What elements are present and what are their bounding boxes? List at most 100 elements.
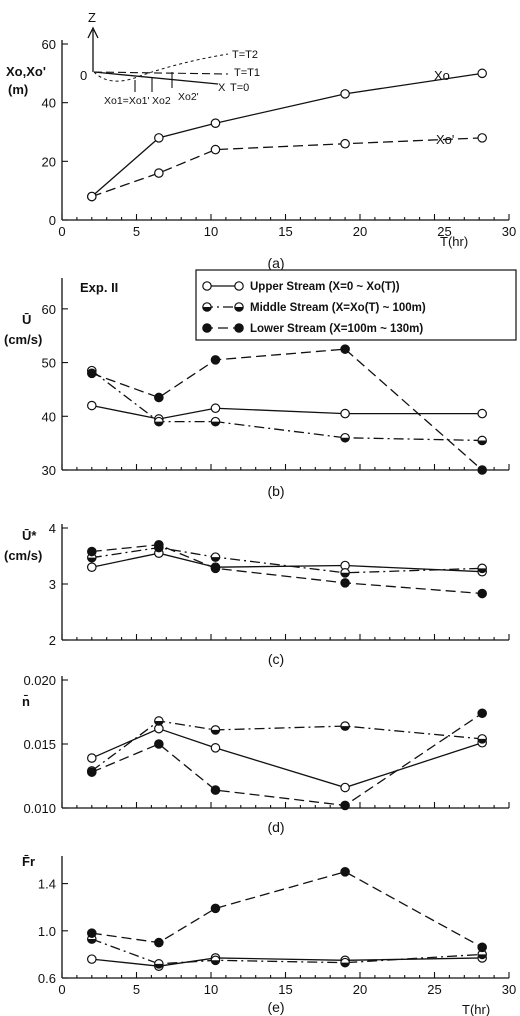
panel-a-series-1-point-3-shape [340, 138, 350, 149]
panel-b-series-0-point-3 [340, 408, 350, 419]
panel-c-ytick-label-0: 2 [49, 633, 56, 648]
panel-b-series-2-point-4 [477, 465, 487, 475]
inset-curve-label-t2: T=T2 [232, 49, 258, 61]
panel-b: Ū (cm/s) Exp. II (b) Upper Stream (X=0 ~… [4, 269, 517, 499]
panel-c-series-2-point-0-shape [87, 546, 97, 557]
panel-b-series-2-point-2-shape [210, 355, 221, 365]
legend-marker-right-2 [234, 323, 244, 333]
panel-e-series-2-point-0-shape [87, 928, 97, 938]
panel-a-xtick-label-25: 25 [437, 224, 451, 239]
panel-d-series-0-point-3-shape [340, 782, 350, 793]
panel-e-xtick-label-2: 10 [204, 982, 218, 997]
panel-a-caption: (a) [267, 255, 284, 271]
panel-c-series-2-point-1 [154, 539, 164, 550]
panel-a-series-1-point-1-shape [154, 168, 164, 178]
panel-d-series-2-point-0 [87, 767, 97, 777]
inset-point-xo1: Xo1=Xo1' [104, 95, 150, 107]
panel-c-series-0-point-0 [87, 562, 97, 573]
panel-c-series-2-point-2-shape [210, 563, 221, 574]
panel-c: Ū* (cm/s) (c) 2 3 4 [4, 521, 510, 667]
panel-d-series-0-point-2-shape [210, 743, 221, 753]
panel-b-series-2-point-4-shape [477, 465, 487, 475]
panel-e-xtick-label-4: 20 [353, 982, 367, 997]
panel-b-title: Exp. II [80, 280, 118, 295]
panel-b-series-1-point-3 [340, 432, 350, 443]
panel-b-caption: (b) [267, 483, 284, 499]
panel-d-series-1-point-1 [154, 716, 164, 726]
panel-b-ytick-label-3: 60 [42, 302, 56, 317]
panel-e-series-1-point-4 [477, 949, 487, 960]
panel-e-series-2-point-1 [154, 937, 164, 948]
legend-marker-left-2-shape [202, 323, 212, 333]
panel-c-series-1-point-3-fill [340, 572, 350, 577]
panel-b-ylabel: Ū [22, 312, 31, 327]
inset-curve-t1 [93, 71, 229, 75]
panel-e: F̄r (e) T(hr) 0 5 10 15 20 25 30 0.6 1.0 1.4 [22, 854, 516, 1016]
panel-e-series-1-point-3 [340, 957, 350, 968]
panel-b-series-1-point-1 [154, 416, 164, 427]
panel-e-series-2-point-3-shape [340, 866, 350, 877]
panel-d-series-2-point-2-shape [210, 785, 221, 795]
panel-e-xtick-label-1: 5 [133, 982, 140, 997]
panel-e-ytick-label-0: 0.6 [38, 971, 56, 986]
panel-e-series-2-point-2 [210, 903, 221, 914]
panel-e-ylabel: F̄r [22, 854, 35, 869]
legend-marker-right-0-shape [234, 281, 244, 291]
panel-d-series-1-point-4-fill [477, 738, 487, 744]
panel-b-series-0-point-2 [210, 403, 221, 414]
panel-c-ytick-label-1: 3 [49, 577, 56, 592]
panel-a-series-1-point-1 [154, 168, 164, 178]
panel-d-series-2-point-4-shape [477, 708, 487, 719]
panel-e-series-1-point-2 [210, 955, 221, 966]
panel-e-series-0-line [91, 957, 483, 967]
panel-a-series-0-point-3 [340, 89, 350, 99]
panel-b-yunit: (cm/s) [4, 332, 42, 347]
panel-c-series-1-point-4 [477, 563, 487, 574]
panel-c-ytick-label-2: 4 [49, 521, 56, 536]
panel-a-series-1-point-2-shape [210, 144, 221, 155]
panel-d-series-2-point-2 [210, 785, 221, 795]
panel-b-series-2-line [91, 348, 483, 471]
legend-label-1: Middle Stream (X=Xo(T) ~ 100m) [250, 302, 426, 314]
panel-b-series-1-line [91, 370, 483, 442]
panel-c-series-2-point-1-shape [154, 539, 164, 550]
panel-b-series-2-point-3-shape [340, 344, 350, 354]
panel-b-series-0-line [91, 404, 483, 420]
panel-c-series-2-point-2 [210, 563, 221, 574]
panel-d-ytick-label-0: 0.010 [23, 801, 56, 816]
panel-e-series-1-point-1 [154, 959, 164, 969]
panel-a-xtick-label-2: 10 [204, 224, 218, 239]
panel-d-series-0-point-3 [340, 782, 350, 793]
panel-d-series-1-line [91, 720, 483, 772]
legend-marker-right-0 [234, 281, 244, 291]
panel-a-series-1-point-0-shape [87, 191, 97, 202]
panel-d-ylabel: n̄ [22, 694, 30, 709]
panel-c-series-1-point-4-fill [477, 568, 487, 573]
inset-point-x: X [218, 82, 226, 94]
inset-curve-label-t0: T=0 [230, 82, 249, 94]
panel-b-series-1-point-4-fill [477, 440, 487, 445]
panel-c-series-1-point-0-fill [87, 557, 96, 562]
panel-e-series-1-line [91, 938, 483, 965]
panel-d-series-1-point-1-fill [154, 720, 164, 726]
panel-d-series-1-point-3 [340, 721, 350, 731]
panel-a-ylabel: Xo,Xo' [6, 64, 46, 79]
inset-schematic: Z 0 T=T2 T=T1 T=0 Xo1=Xo1' Xo2 Xo2' X [80, 10, 260, 107]
panel-d-series-2-line [91, 712, 483, 807]
panel-a-xtick-label-0: 0 [58, 224, 65, 239]
panel-e-xtick-label-3: 15 [278, 982, 292, 997]
panel-c-series-0-point-0-shape [87, 562, 97, 573]
panel-a-xtick-label-4: 20 [353, 224, 367, 239]
panel-b-series-0-point-3-shape [340, 408, 350, 419]
panel-a-ytick-label-1: 20 [42, 154, 56, 169]
panel-e-series-0-point-0 [87, 954, 97, 964]
panel-d-series-0-line [91, 727, 483, 789]
panel-d-ytick-label-2: 0.020 [23, 673, 56, 688]
panel-e-ytick-label-1: 1.0 [38, 924, 56, 939]
legend-marker-right-2-shape [234, 323, 244, 333]
panel-b-series-0-point-0 [87, 400, 97, 411]
panel-a-series-1-line [91, 137, 483, 198]
inset-curve-t2 [93, 53, 229, 82]
inset-curve-label-t1: T=T1 [234, 67, 260, 79]
panel-a-xlabel: T(hr) [440, 234, 468, 249]
